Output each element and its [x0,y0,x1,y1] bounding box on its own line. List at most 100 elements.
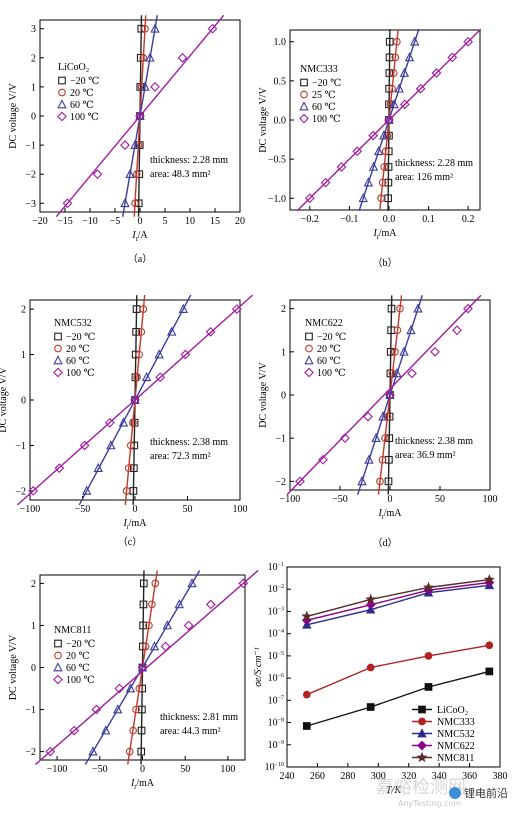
x-tick-label: 15 [210,216,220,227]
x-tick-label: −50 [92,764,108,775]
x-tick-label: 380 [493,771,508,782]
data-point [150,23,160,33]
data-point [391,53,400,62]
legend-label: 20 ℃ [66,651,90,662]
annotation-area: area: 48.3 mm² [150,169,210,180]
data-point [130,394,140,404]
data-point [366,663,375,672]
data-point [133,373,141,382]
data-point [135,684,144,693]
x-tick-label: −20 [32,216,48,227]
y-tick-label: −3 [25,199,36,210]
data-point [452,325,462,336]
data-point [137,662,148,673]
x-tick-label: −100 [47,764,68,775]
data-point [139,305,148,313]
data-point [387,304,396,313]
fit-line [16,294,254,506]
fit-line [55,14,225,218]
data-point [404,52,415,62]
y-tick-exp: −1 [278,562,284,568]
legend-marker [58,88,66,97]
y-tick-label: −1 [15,441,26,452]
x-tick-label: 50 [183,504,193,515]
x-axis-label: It/mA [130,778,155,791]
data-point [139,579,148,588]
legend-marker [53,355,63,365]
data-point [301,610,313,622]
data-point [371,432,381,443]
series-4: NMC811 [301,573,495,764]
x-tick-label: 100 [220,764,235,775]
legend-label: LiCoO₂ [437,705,468,716]
data-point [138,705,146,714]
y-tick-exp: −5 [278,651,284,657]
y-tick-label: −0.5 [268,155,286,166]
annotation-area: area: 44.3 mm² [160,726,220,737]
annotation-thickness: thickness: 2.28 mm [150,155,228,166]
series-line [306,670,490,727]
fit-line [286,294,482,496]
data-point [140,81,150,91]
y-axis-label: DC voltage V/V [258,362,269,428]
panel-b: −0.2 −0.1 0.0 0.1 0.2 −1.0 −0.5 0.0 0.5 1.0 DC vol… [258,28,482,269]
data-point [384,115,394,125]
data-point [484,577,495,588]
x-axis-unit: /mA [384,508,403,519]
fit-line [357,295,423,495]
x-tick-label: 10 [185,216,195,227]
series-line [306,581,490,621]
legend-title: LiCoO₂ [58,62,89,73]
legend-label: −20 ℃ [66,332,95,343]
data-point [385,412,394,421]
legend-title: NMC532 [54,318,92,329]
x-tick-label: −50 [332,494,348,505]
data-point [135,170,144,179]
legend-label: 100 ℃ [66,368,95,379]
x-tick-label: 0 [138,216,143,227]
legend-label: NMC622 [437,741,475,752]
data-point [125,168,135,179]
y-tick-label: 1 [21,350,26,361]
data-point [368,161,379,171]
data-point [378,178,387,187]
y-tick-label: 10−7 [268,695,284,706]
x-axis-label: It/mA [372,228,397,241]
data-point [388,84,396,93]
data-point [376,477,384,486]
data-point [424,683,433,691]
data-point [141,24,149,33]
legend-marker [54,651,62,660]
legend-label: −20 ℃ [70,76,99,87]
x-axis-var: I [131,230,136,241]
y-tick-label: 2 [21,305,26,316]
data-point [126,441,135,450]
data-point [137,747,146,756]
y-tick-base: 10 [268,562,278,573]
data-point [366,703,375,711]
data-point [177,52,188,63]
data-point [154,349,164,359]
series-3: 100 ℃ [296,28,482,212]
y-axis-label: DC voltage V/V [0,367,9,433]
y-tick-exp: −9 [278,740,284,746]
y-tick-label: −1.0 [268,194,286,205]
legend-label: 100 ℃ [317,368,346,379]
y-tick-label: 1.0 [274,37,287,48]
x-axis-sub: t [377,233,380,241]
data-point [160,641,171,652]
legend-marker [300,90,308,99]
series-2: NMC532 [302,580,495,740]
data-point [383,412,392,421]
data-point [231,304,242,314]
data-point [137,726,146,735]
x-axis-unit: /mA [136,778,155,789]
y-tick-base: 10 [268,740,278,751]
x-tick-label: 340 [432,771,447,782]
legend-marker [300,78,308,87]
data-point [363,411,373,422]
series-3: 100 ℃ [34,569,259,766]
data-point [114,683,125,694]
legend-marker [54,332,62,341]
